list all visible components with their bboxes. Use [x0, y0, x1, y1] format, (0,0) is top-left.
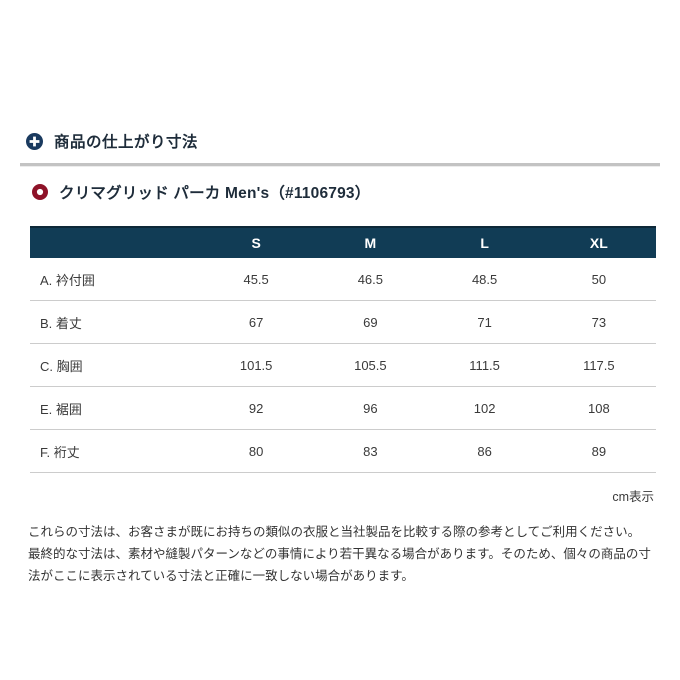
- cell-value: 92: [199, 386, 314, 430]
- size-table: S M L XL A. 衿付囲 45.5 46.5 48.5 50 B. 着丈 …: [30, 226, 656, 473]
- cell-value: 86: [427, 429, 542, 473]
- table-row: B. 着丈 67 69 71 73: [30, 300, 656, 344]
- table-row: F. 裄丈 80 83 86 89: [30, 429, 656, 473]
- cell-value: 50: [541, 258, 656, 301]
- product-title: クリマグリッド パーカ Men's（#1106793）: [59, 185, 371, 202]
- cell-value: 80: [199, 429, 314, 473]
- cell-value: 101.5: [199, 343, 314, 387]
- size-table-header-row: S M L XL: [30, 226, 656, 258]
- cell-value: 117.5: [541, 343, 656, 387]
- plus-circle-icon: [26, 132, 43, 150]
- row-label: A. 衿付囲: [30, 258, 200, 301]
- row-label: F. 裄丈: [30, 429, 200, 473]
- size-header-m: M: [313, 226, 428, 258]
- cell-value: 45.5: [199, 258, 314, 301]
- size-spec-section: 商品の仕上がり寸法 クリマグリッド パーカ Men's（#1106793） S …: [20, 130, 660, 588]
- cell-value: 102: [427, 386, 542, 430]
- row-label: E. 裾囲: [30, 386, 200, 430]
- cell-value: 111.5: [427, 343, 542, 387]
- cell-value: 105.5: [313, 343, 428, 387]
- table-row: E. 裾囲 92 96 102 108: [30, 386, 656, 430]
- cell-value: 83: [313, 429, 428, 473]
- cell-value: 108: [541, 386, 656, 430]
- cell-value: 67: [199, 300, 314, 344]
- cell-value: 96: [313, 386, 428, 430]
- size-header-xl: XL: [541, 226, 656, 258]
- cell-value: 73: [541, 300, 656, 344]
- disclaimer-line-2: 最終的な寸法は、素材や縫製パターンなどの事情により若干異なる場合があります。その…: [28, 546, 651, 583]
- cell-value: 71: [427, 300, 542, 344]
- cell-value: 89: [541, 429, 656, 473]
- size-table-container: S M L XL A. 衿付囲 45.5 46.5 48.5 50 B. 着丈 …: [30, 226, 656, 505]
- ring-bullet-icon: [32, 184, 48, 200]
- table-row: A. 衿付囲 45.5 46.5 48.5 50: [30, 258, 656, 301]
- size-header-l: L: [427, 226, 542, 258]
- size-header-empty: [30, 226, 200, 258]
- row-label: B. 着丈: [30, 300, 200, 344]
- unit-note: cm表示: [612, 490, 654, 504]
- section-header: 商品の仕上がり寸法: [24, 130, 656, 152]
- cell-value: 69: [313, 300, 428, 344]
- product-header: クリマグリッド パーカ Men's（#1106793）: [24, 181, 656, 203]
- disclaimer-line-1: これらの寸法は、お客さまが既にお持ちの類似の衣服と当社製品を比較する際の参考とし…: [28, 525, 641, 539]
- row-label: C. 胸囲: [30, 343, 200, 387]
- cell-value: 46.5: [313, 258, 428, 301]
- table-row: C. 胸囲 101.5 105.5 111.5 117.5: [30, 343, 656, 387]
- section-title: 商品の仕上がり寸法: [54, 134, 199, 151]
- cell-value: 48.5: [427, 258, 542, 301]
- size-header-s: S: [199, 226, 314, 258]
- section-divider: [20, 163, 660, 167]
- disclaimer-text: これらの寸法は、お客さまが既にお持ちの類似の衣服と当社製品を比較する際の参考とし…: [24, 522, 656, 588]
